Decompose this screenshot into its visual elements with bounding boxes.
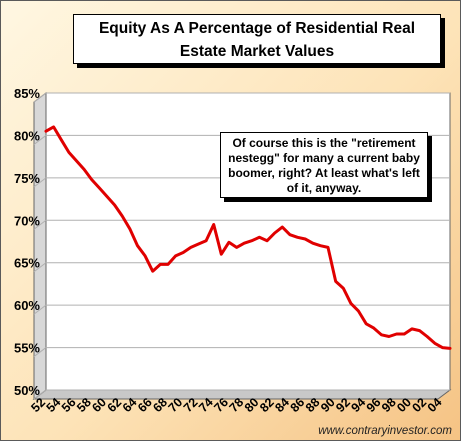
source-credit: www.contraryinvestor.com	[318, 425, 452, 437]
chart-title: Equity As A Percentage of Residential Re…	[98, 20, 416, 60]
y-tick-label: 75%	[14, 171, 40, 186]
annotation-text: Of course this is the "retirement nesteg…	[228, 136, 420, 195]
annotation-box: Of course this is the "retirement nesteg…	[220, 132, 428, 198]
y-tick-label: 70%	[14, 213, 40, 228]
gridline-depth	[33, 304, 47, 315]
y-tick-label: 80%	[14, 128, 40, 143]
gridline-depth	[33, 135, 47, 145]
gridline-depth	[33, 219, 47, 230]
gridline-depth	[33, 347, 47, 357]
y-tick-label: 55%	[14, 341, 40, 356]
gridline-depth	[33, 92, 47, 103]
series-line-equity-pct	[44, 125, 452, 350]
gridline-depth	[33, 389, 47, 400]
y-tick-label: 60%	[14, 298, 40, 313]
y-tick-label: 50%	[14, 383, 40, 398]
gridline-depth	[33, 262, 47, 273]
y-tick-label: 85%	[14, 86, 40, 101]
gridline-depth	[33, 177, 47, 188]
chart-title-box: Equity As A Percentage of Residential Re…	[73, 14, 441, 64]
y-tick-label: 65%	[14, 256, 40, 271]
